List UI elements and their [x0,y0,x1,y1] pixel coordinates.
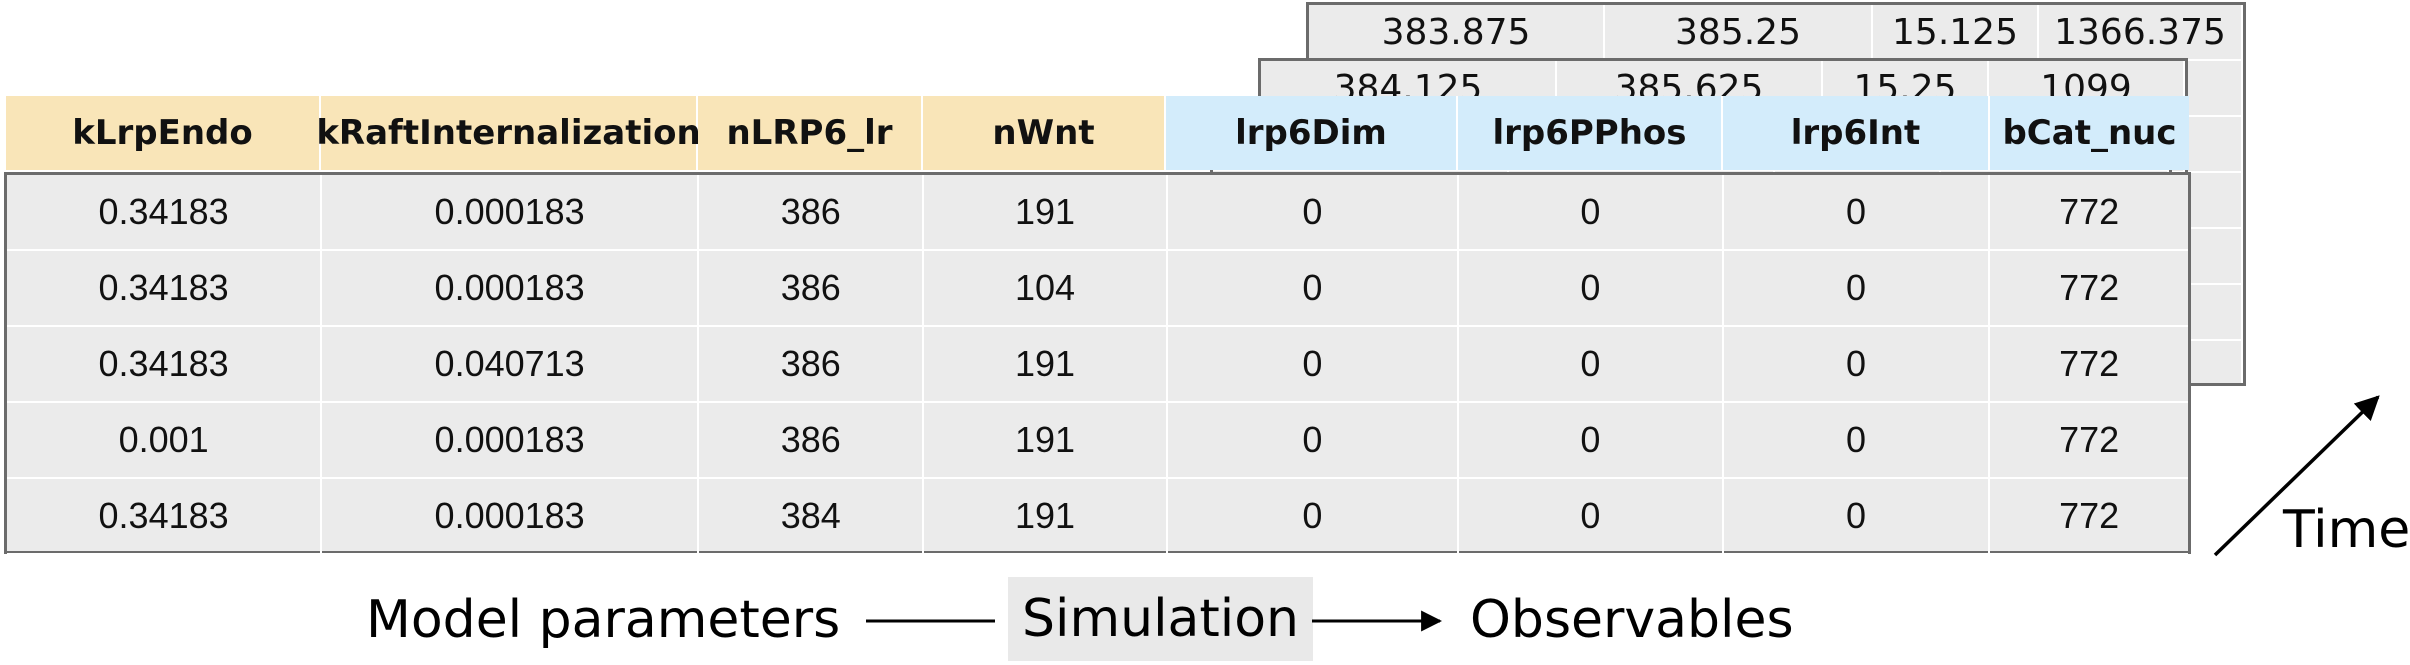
table-cell: 0.001 [7,402,323,479]
table-cell: 386 [698,175,925,251]
table-cell: 0.000183 [321,250,700,327]
table-cell: 0 [1458,175,1724,251]
table-cell: 15.125 [1872,5,2039,61]
table-cell: 384 [698,478,925,555]
table-cell: 772 [1989,402,2188,479]
simulation-table-body: 0.34183 0.000183 386 191 0 0 0 772 0.34183 0.0001… [7,175,2188,555]
simulation-table-grid: 0.34183 0.000183 386 191 0 0 0 772 0.34183 0.0001… [7,175,2188,555]
header-cell-observable: bCat_nuc [1990,96,2189,170]
table-cell: 191 [923,175,1168,251]
table-cell: 386 [698,250,925,327]
table-cell: 0 [1458,326,1724,403]
table-row: 0.34183 0.000183 386 191 0 0 0 772 [7,175,2188,251]
table-cell: 0 [1458,478,1724,555]
table-cell: 0 [1722,175,1991,251]
table-cell: 772 [1989,326,2188,403]
table-cell: 0 [1722,478,1991,555]
table-cell: 385.25 [1604,5,1873,61]
table-cell: 0 [1458,402,1724,479]
table-cell: 772 [1989,175,2188,251]
table-cell: 0.000183 [321,478,700,555]
table-cell: 0.000183 [321,402,700,479]
header-cell-parameter: nLRP6_lr [698,96,923,170]
simulation-label: Simulation [1008,577,1313,661]
table-cell: 0 [1722,402,1991,479]
table-cell: 1366.375 [2038,5,2243,61]
table-cell: 0 [1722,326,1991,403]
table-cell: 386 [698,402,925,479]
observables-label: Observables [1470,590,1794,650]
table-cell: 0 [1166,402,1460,479]
table-row: 0.34183 0.040713 386 191 0 0 0 772 [7,326,2188,403]
table-cell: 0 [1722,250,1991,327]
table-row: 383.875 385.25 15.125 1366.375 [1309,5,2243,61]
table-cell: 386 [698,326,925,403]
table-cell: 772 [1989,478,2188,555]
table-cell: 0.34183 [7,175,323,251]
table-cell: 104 [923,250,1168,327]
table-cell: 0.34183 [7,478,323,555]
table-cell: 0 [1166,478,1460,555]
table-cell: 191 [923,402,1168,479]
time-label: Time [2283,500,2410,560]
table-cell: 0 [1166,250,1460,327]
table-cell: 0 [1166,175,1460,251]
table-cell: 772 [1989,250,2188,327]
header-cell-observable: lrp6Dim [1166,96,1458,170]
table-cell: 0.000183 [321,175,700,251]
table-cell: 0.34183 [7,326,323,403]
table-cell: 0 [1458,250,1724,327]
header-cell-parameter: kRaftInternalization [316,96,701,170]
header-cell-observable: lrp6Int [1723,96,1990,170]
table-cell: 0.040713 [321,326,700,403]
table-row: 0.34183 0.000183 386 104 0 0 0 772 [7,250,2188,327]
table-cell: 383.875 [1309,5,1605,61]
table-row: 0.34183 0.000183 384 191 0 0 0 772 [7,478,2188,555]
table-row: 0.001 0.000183 386 191 0 0 0 772 [7,402,2188,479]
model-parameters-label: Model parameters [366,590,841,650]
table-header: kLrpEndo kRaftInternalization nLRP6_lr n… [6,96,2189,170]
table-cell: 0 [1166,326,1460,403]
header-cell-parameter: nWnt [923,96,1166,170]
simulation-table: 0.34183 0.000183 386 191 0 0 0 772 0.34183 0.0001… [4,172,2191,555]
table-cell: 0.34183 [7,250,323,327]
header-cell-observable: lrp6PPhos [1458,96,1723,170]
table-cell: 191 [923,478,1168,555]
header-cell-parameter: kLrpEndo [6,96,321,170]
table-cell: 191 [923,326,1168,403]
